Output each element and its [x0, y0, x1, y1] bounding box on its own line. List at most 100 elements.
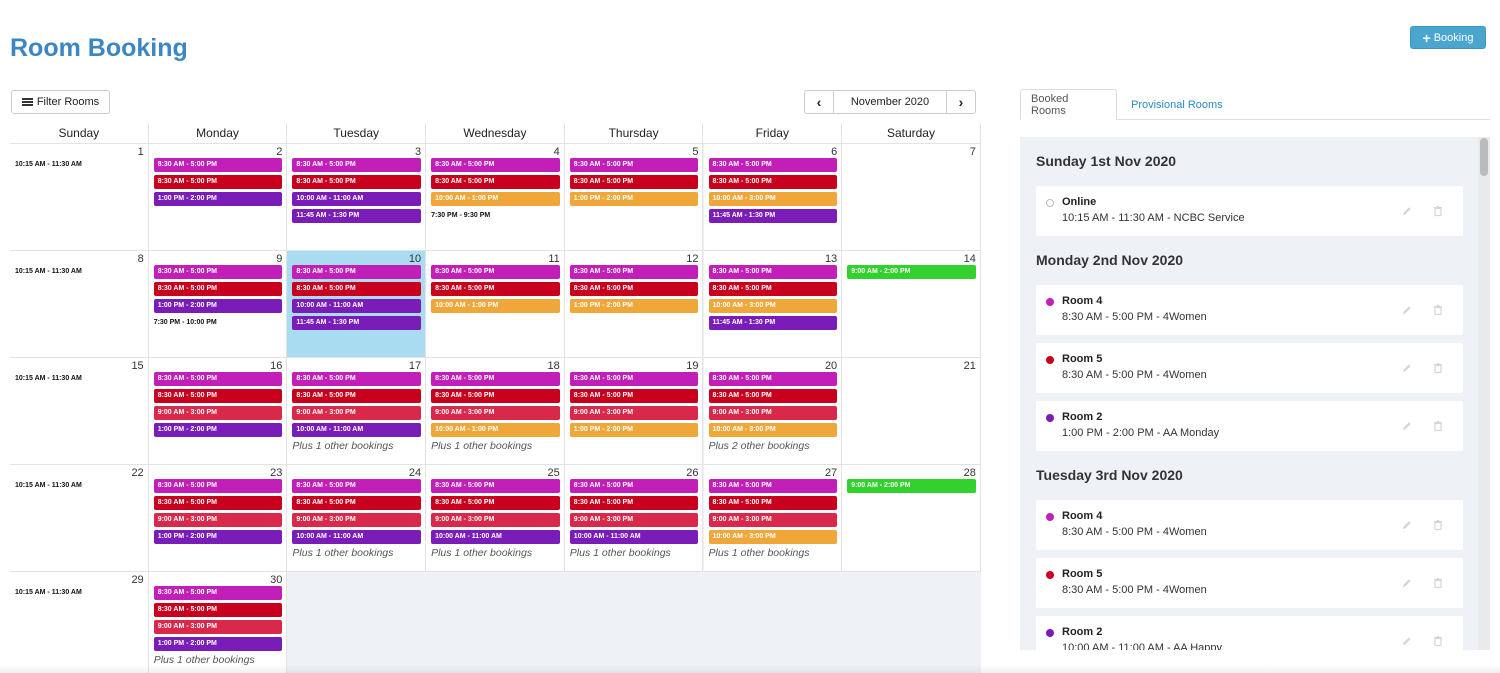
delete-trash-icon[interactable]: [1432, 634, 1444, 647]
delete-trash-icon[interactable]: [1432, 303, 1444, 316]
calendar-event[interactable]: 11:45 AM - 1:30 PM: [708, 209, 838, 223]
calendar-event[interactable]: 8:30 AM - 5:00 PM: [708, 282, 838, 296]
day-cell-9[interactable]: 9 8:30 AM - 5:00 PM 8:30 AM - 5:00 PM 1:00 …: [148, 251, 288, 358]
day-cell-13[interactable]: 13 8:30 AM - 5:00 PM 8:30 AM - 5:00 PM 10:0…: [703, 251, 843, 358]
day-cell-2[interactable]: 2 8:30 AM - 5:00 PM 8:30 AM - 5:00 PM 1:00 …: [148, 144, 288, 251]
booking-item[interactable]: Room 5 8:30 AM - 5:00 PM - 4Women: [1036, 343, 1463, 393]
calendar-event[interactable]: 9:00 AM - 3:00 PM: [431, 406, 560, 420]
day-cell-22[interactable]: 22 10:15 AM - 11:30 AM: [10, 465, 149, 572]
calendar-event[interactable]: 8:30 AM - 5:00 PM: [292, 175, 422, 189]
day-cell-16[interactable]: 16 8:30 AM - 5:00 PM 8:30 AM - 5:00 PM 9:00…: [148, 358, 288, 465]
edit-pencil-icon[interactable]: [1401, 518, 1413, 530]
day-cell-11[interactable]: 11 8:30 AM - 5:00 PM 8:30 AM - 5:00 PM 10:0…: [426, 251, 565, 358]
calendar-event[interactable]: 8:30 AM - 5:00 PM: [431, 265, 560, 279]
day-cell-14[interactable]: 14 9:00 AM - 2:00 PM: [842, 251, 981, 358]
edit-pencil-icon[interactable]: [1401, 634, 1413, 646]
calendar-event[interactable]: 10:00 AM - 11:00 AM: [569, 530, 699, 544]
calendar-event[interactable]: 8:30 AM - 5:00 PM: [569, 282, 699, 296]
list-scrollbar[interactable]: [1478, 137, 1490, 650]
day-cell-12[interactable]: 12 8:30 AM - 5:00 PM 8:30 AM - 5:00 PM 1:00…: [564, 251, 704, 358]
calendar-event[interactable]: 8:30 AM - 5:00 PM: [153, 282, 283, 296]
calendar-event[interactable]: 10:00 AM - 11:00 AM: [292, 192, 422, 206]
delete-trash-icon[interactable]: [1432, 361, 1444, 374]
day-cell-5[interactable]: 5 8:30 AM - 5:00 PM 8:30 AM - 5:00 PM 1:00 …: [564, 144, 704, 251]
calendar-event[interactable]: 9:00 AM - 3:00 PM: [292, 513, 422, 527]
calendar-event[interactable]: 11:45 AM - 1:30 PM: [292, 316, 422, 330]
day-cell-30[interactable]: 30 8:30 AM - 5:00 PM 8:30 AM - 5:00 PM 9:00…: [148, 572, 288, 673]
calendar-event[interactable]: 9:00 AM - 3:00 PM: [569, 406, 699, 420]
calendar-event[interactable]: 11:45 AM - 1:30 PM: [292, 209, 422, 223]
day-cell-27[interactable]: 27 8:30 AM - 5:00 PM 8:30 AM - 5:00 PM 9:00…: [703, 465, 843, 572]
calendar-event[interactable]: 10:00 AM - 11:00 AM: [292, 530, 422, 544]
calendar-event[interactable]: 10:00 AM - 1:00 PM: [431, 423, 560, 437]
filter-rooms-button[interactable]: Filter Rooms: [11, 90, 110, 114]
day-cell-4[interactable]: 4 8:30 AM - 5:00 PM 8:30 AM - 5:00 PM 10:00…: [426, 144, 565, 251]
calendar-event[interactable]: 10:00 AM - 3:00 PM: [708, 423, 838, 437]
day-cell-26[interactable]: 26 8:30 AM - 5:00 PM 8:30 AM - 5:00 PM 9:00…: [564, 465, 704, 572]
day-cell-1[interactable]: 1 10:15 AM - 11:30 AM: [10, 144, 149, 251]
calendar-event[interactable]: 9:00 AM - 3:00 PM: [569, 513, 699, 527]
calendar-event[interactable]: 8:30 AM - 5:00 PM: [431, 389, 560, 403]
calendar-event[interactable]: 8:30 AM - 5:00 PM: [708, 389, 838, 403]
more-bookings-link[interactable]: Plus 1 other bookings: [153, 654, 255, 666]
calendar-event[interactable]: 8:30 AM - 5:00 PM: [292, 389, 422, 403]
calendar-event[interactable]: 9:00 AM - 2:00 PM: [847, 265, 976, 279]
calendar-event[interactable]: 1:00 PM - 2:00 PM: [153, 423, 283, 437]
add-booking-button[interactable]: + Booking: [1410, 26, 1486, 49]
calendar-event[interactable]: 8:30 AM - 5:00 PM: [292, 265, 422, 279]
day-cell-21[interactable]: 21: [842, 358, 981, 465]
calendar-event[interactable]: 8:30 AM - 5:00 PM: [708, 265, 838, 279]
calendar-event[interactable]: 9:00 AM - 2:00 PM: [847, 479, 976, 493]
day-cell-24[interactable]: 24 8:30 AM - 5:00 PM 8:30 AM - 5:00 PM 9:00…: [287, 465, 427, 572]
calendar-event[interactable]: 8:30 AM - 5:00 PM: [153, 389, 283, 403]
day-cell-15[interactable]: 15 10:15 AM - 11:30 AM: [10, 358, 149, 465]
calendar-event[interactable]: 8:30 AM - 5:00 PM: [569, 158, 699, 172]
calendar-event[interactable]: 1:00 PM - 2:00 PM: [569, 423, 699, 437]
calendar-event[interactable]: 11:45 AM - 1:30 PM: [708, 316, 838, 330]
calendar-event[interactable]: 8:30 AM - 5:00 PM: [153, 372, 283, 386]
calendar-event[interactable]: 1:00 PM - 2:00 PM: [153, 530, 283, 544]
calendar-event[interactable]: 10:00 AM - 3:00 PM: [708, 192, 838, 206]
day-cell-7[interactable]: 7: [842, 144, 981, 251]
booking-item[interactable]: Room 4 8:30 AM - 5:00 PM - 4Women: [1036, 500, 1463, 550]
calendar-event[interactable]: 8:30 AM - 5:00 PM: [569, 496, 699, 510]
calendar-event[interactable]: 8:30 AM - 5:00 PM: [431, 158, 560, 172]
calendar-event[interactable]: 10:00 AM - 3:00 PM: [708, 530, 838, 544]
day-cell-23[interactable]: 23 8:30 AM - 5:00 PM 8:30 AM - 5:00 PM 9:00…: [148, 465, 288, 572]
calendar-event[interactable]: 8:30 AM - 5:00 PM: [569, 265, 699, 279]
calendar-event[interactable]: 10:00 AM - 3:00 PM: [708, 299, 838, 313]
calendar-event[interactable]: 9:00 AM - 3:00 PM: [153, 513, 283, 527]
more-bookings-link[interactable]: Plus 1 other bookings: [569, 547, 671, 559]
calendar-event[interactable]: 10:15 AM - 11:30 AM: [15, 161, 82, 168]
calendar-event[interactable]: 9:00 AM - 3:00 PM: [153, 406, 283, 420]
calendar-event[interactable]: 1:00 PM - 2:00 PM: [153, 192, 283, 206]
calendar-event[interactable]: 10:15 AM - 11:30 AM: [15, 268, 82, 275]
edit-pencil-icon[interactable]: [1401, 303, 1413, 315]
scrollbar-thumb[interactable]: [1480, 138, 1488, 176]
more-bookings-link[interactable]: Plus 1 other bookings: [431, 440, 533, 452]
more-bookings-link[interactable]: Plus 1 other bookings: [292, 547, 394, 559]
day-cell-25[interactable]: 25 8:30 AM - 5:00 PM 8:30 AM - 5:00 PM 9:00…: [426, 465, 565, 572]
delete-trash-icon[interactable]: [1432, 576, 1444, 589]
day-cell-10[interactable]: 10 8:30 AM - 5:00 PM 8:30 AM - 5:00 PM 10:0…: [287, 251, 427, 358]
calendar-event[interactable]: 8:30 AM - 5:00 PM: [292, 158, 422, 172]
delete-trash-icon[interactable]: [1432, 518, 1444, 531]
calendar-event[interactable]: 8:30 AM - 5:00 PM: [708, 479, 838, 493]
previous-month-button[interactable]: ‹: [805, 91, 833, 113]
calendar-event[interactable]: 7:30 PM - 9:30 PM: [431, 212, 491, 219]
day-cell-20[interactable]: 20 8:30 AM - 5:00 PM 8:30 AM - 5:00 PM 9:00…: [703, 358, 843, 465]
calendar-event[interactable]: 10:00 AM - 11:00 AM: [292, 299, 422, 313]
calendar-event[interactable]: 8:30 AM - 5:00 PM: [292, 282, 422, 296]
calendar-event[interactable]: 8:30 AM - 5:00 PM: [431, 496, 560, 510]
calendar-event[interactable]: 8:30 AM - 5:00 PM: [292, 479, 422, 493]
booking-item[interactable]: Room 4 8:30 AM - 5:00 PM - 4Women: [1036, 285, 1463, 335]
tab-provisional-rooms[interactable]: Provisional Rooms: [1131, 98, 1223, 111]
booking-item[interactable]: Online 10:15 AM - 11:30 AM - NCBC Service: [1036, 186, 1463, 236]
calendar-event[interactable]: 10:00 AM - 11:00 AM: [292, 423, 422, 437]
calendar-event[interactable]: 10:00 AM - 1:00 PM: [431, 192, 560, 206]
calendar-event[interactable]: 8:30 AM - 5:00 PM: [708, 372, 838, 386]
calendar-event[interactable]: 10:00 AM - 11:00 AM: [431, 530, 560, 544]
calendar-event[interactable]: 1:00 PM - 2:00 PM: [569, 299, 699, 313]
calendar-event[interactable]: 8:30 AM - 5:00 PM: [153, 265, 283, 279]
calendar-event[interactable]: 8:30 AM - 5:00 PM: [153, 496, 283, 510]
